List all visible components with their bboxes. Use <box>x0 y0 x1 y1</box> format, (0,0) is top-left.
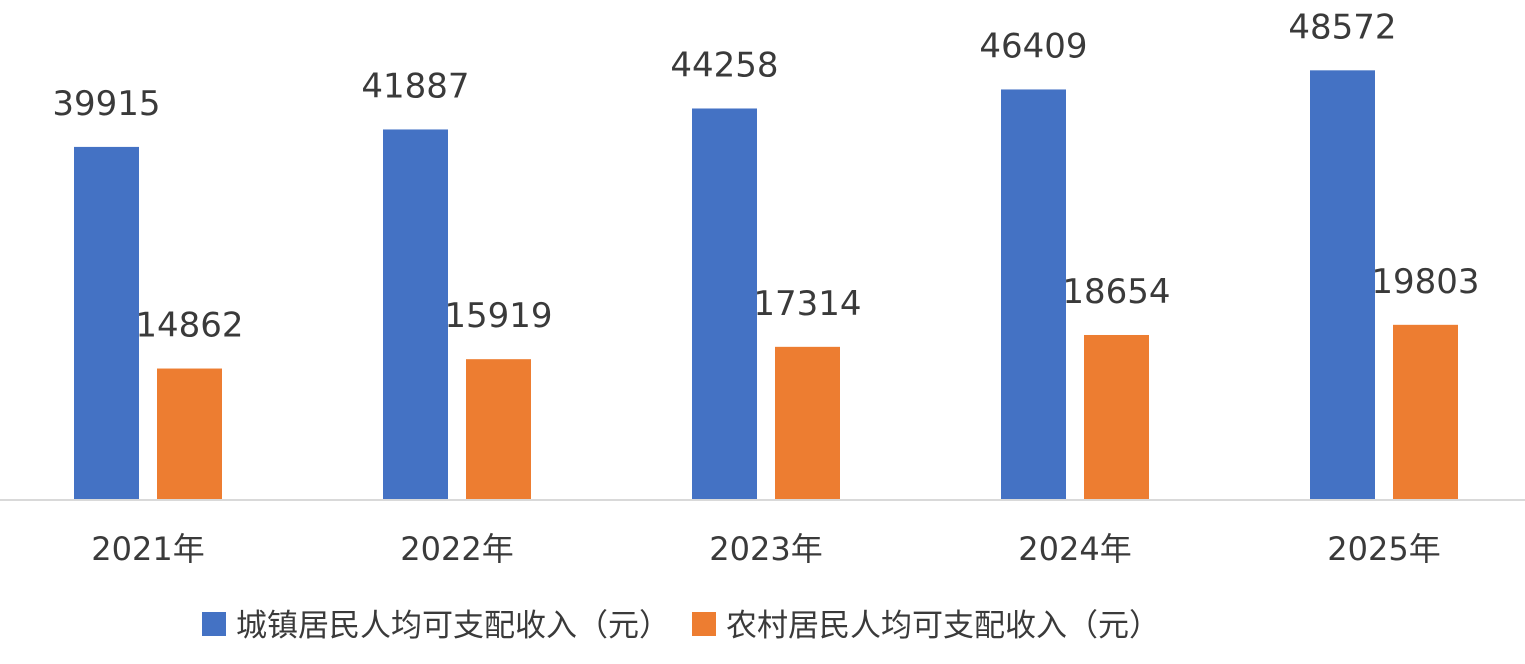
data-labels-layer: 39915 14862 41887 15919 44258 17314 46409 18654… <box>52 7 1479 345</box>
x-tick-label-3: 2024年 <box>1018 530 1131 568</box>
legend: 城镇居民人均可支配收入（元） 农村居民人均可支配收入（元） <box>202 608 1160 644</box>
legend-swatch-urban <box>202 612 226 636</box>
data-label-urban-3: 46409 <box>979 26 1087 66</box>
legend-swatch-rural <box>692 612 716 636</box>
bar-urban-1 <box>383 129 448 500</box>
data-label-rural-1: 15919 <box>444 296 552 336</box>
data-label-urban-1: 41887 <box>361 66 469 106</box>
bar-urban-4 <box>1310 70 1375 500</box>
bar-rural-3 <box>1084 334 1149 500</box>
x-tick-label-1: 2022年 <box>400 530 513 568</box>
x-tick-label-4: 2025年 <box>1327 530 1440 568</box>
bars-layer <box>74 70 1458 500</box>
x-tick-label-0: 2021年 <box>91 530 204 568</box>
bar-rural-0 <box>157 368 222 500</box>
bar-urban-3 <box>1001 89 1066 500</box>
data-label-rural-0: 14862 <box>135 306 243 346</box>
legend-label-urban: 城镇居民人均可支配收入（元） <box>236 608 670 644</box>
data-label-rural-4: 19803 <box>1371 262 1479 302</box>
data-label-urban-0: 39915 <box>52 84 160 124</box>
data-label-urban-2: 44258 <box>670 45 778 85</box>
data-label-rural-3: 18654 <box>1062 272 1170 312</box>
x-tick-label-2: 2023年 <box>709 530 822 568</box>
x-tick-labels-layer: 2021年 2022年 2023年 2024年 2025年 <box>91 530 1440 568</box>
data-label-rural-2: 17314 <box>753 284 861 324</box>
bar-rural-4 <box>1393 324 1458 500</box>
bar-urban-2 <box>692 108 757 500</box>
bar-rural-1 <box>466 359 531 500</box>
legend-label-rural: 农村居民人均可支配收入（元） <box>726 608 1160 644</box>
bar-urban-0 <box>74 146 139 500</box>
bar-rural-2 <box>775 346 840 500</box>
data-label-urban-4: 48572 <box>1288 7 1396 47</box>
